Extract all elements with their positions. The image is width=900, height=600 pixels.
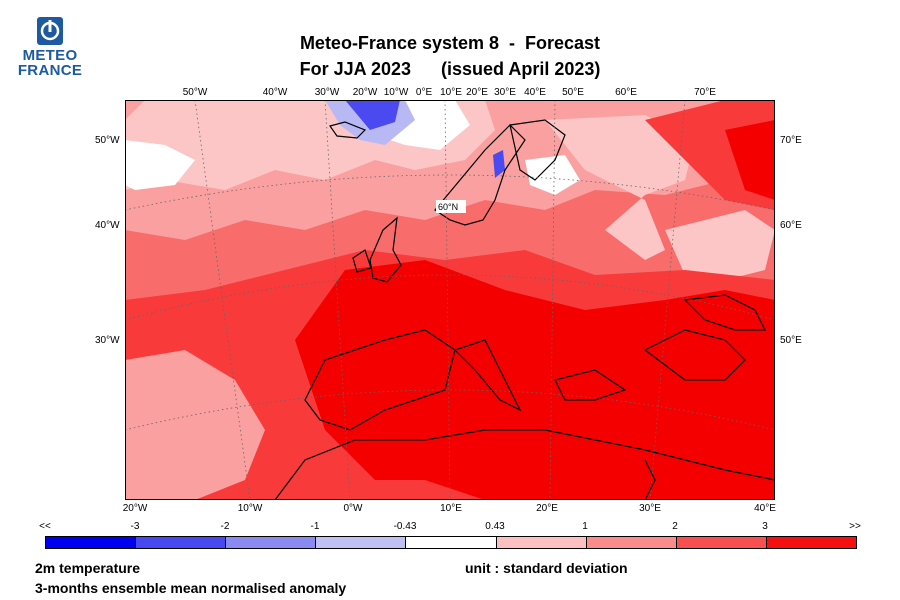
colorbar-bin [46,537,137,548]
colorbar-bin [406,537,497,548]
bottom-lon-label: 10°E [440,503,462,514]
colorbar-label: -2 [220,521,230,532]
top-lon-label: 10°E [440,87,462,98]
coastline [453,339,522,412]
map-frame [125,100,775,500]
top-lon-label: 0°E [415,87,433,98]
colorbar-label: 3 [762,521,768,532]
colorbar-bin [316,537,407,548]
cold-anomaly-region [345,100,400,130]
coastline [352,249,372,273]
coastline [369,216,402,283]
colorbar-bin [766,537,856,548]
coastline [683,294,766,331]
page-title: Meteo-France system 8 - Forecast For JJA… [240,30,660,82]
colorbar-label: -3 [130,521,140,532]
top-lon-label: 10°W [383,87,409,98]
title-line1: Meteo-France system 8 - Forecast [299,33,601,53]
bottom-lon-label: 0°W [343,503,363,514]
neutral-anomaly-region [125,140,195,190]
top-lon-label: 40°E [524,87,546,98]
bottom-lon-label: 30°E [639,503,661,514]
right-lat-label: 50°E [780,335,802,346]
colorbar-bin [676,537,767,548]
bottom-lon-label: 20°W [122,503,148,514]
graticule [125,100,775,500]
inner-lat-label: 60°N [438,202,458,212]
coastline [554,369,627,401]
anomaly-map: 60°N [125,100,775,500]
colorbar-bin [586,537,677,548]
colorbar-label: -0.43 [393,521,417,532]
colorbar-label: 0.43 [485,521,505,532]
neutral-anomaly-region [525,155,580,195]
colorbar-bin [496,537,587,548]
logo-line2: FRANCE [17,62,83,79]
coastline [643,329,746,381]
bottom-lon-label: 40°E [754,503,776,514]
coastline [434,124,526,226]
colorbar-label: << [39,521,51,532]
coastline [329,121,367,139]
left-lat-label: 30°W [95,335,120,346]
graticule-line [324,100,351,500]
bottom-lon-label: 20°E [536,503,558,514]
left-lat-label: 40°W [95,220,120,231]
colorbar [45,536,857,549]
meteo-france-emblem-icon [37,17,63,45]
bottom-lon-label: 10°W [237,503,263,514]
description-label: 3-months ensemble mean normalised anomal… [35,580,347,596]
colorbar-bin [136,537,227,548]
coastline [509,119,566,181]
graticule-line [549,100,556,500]
colorbar-bin [226,537,317,548]
meteo-france-logo: METEO FRANCE [14,16,86,78]
graticule-line [444,100,451,500]
graticule-line [125,389,775,431]
top-lon-label: 30°W [314,87,340,98]
top-lon-label: 50°W [182,87,208,98]
pale-anomaly-region [545,115,695,260]
top-lon-label: 20°E [466,87,488,98]
left-lat-label: 50°W [95,135,120,146]
coastlines [274,119,775,500]
unit-label: unit : standard deviation [465,560,628,576]
colorbar-label: 2 [672,521,678,532]
right-lat-label: 70°E [780,135,802,146]
coastline [274,429,775,500]
right-lat-label: 60°E [780,220,802,231]
graticule-line [125,274,775,321]
pale-anomaly-region [665,210,775,280]
top-lon-label: 40°W [262,87,288,98]
coastline [644,459,656,500]
anomaly-map-svg: 60°N [125,100,775,500]
logo-line1: METEO [22,47,78,64]
strong-warm-anomaly-region [725,120,775,200]
title-line2: For JJA 2023 (issued April 2023) [299,59,601,79]
colorbar-label: 1 [582,521,588,532]
top-lon-label: 60°E [615,87,637,98]
cold-anomaly-region [493,150,505,178]
top-lon-label: 50°E [562,87,584,98]
pale-anomaly-region [125,350,265,500]
colorbar-label: >> [849,521,861,532]
top-lon-label: 20°W [352,87,378,98]
top-lon-label: 30°E [494,87,516,98]
coastline [304,329,456,431]
top-lon-label: 70°E [694,87,716,98]
colorbar-label: -1 [310,521,320,532]
variable-label: 2m temperature [35,560,141,576]
